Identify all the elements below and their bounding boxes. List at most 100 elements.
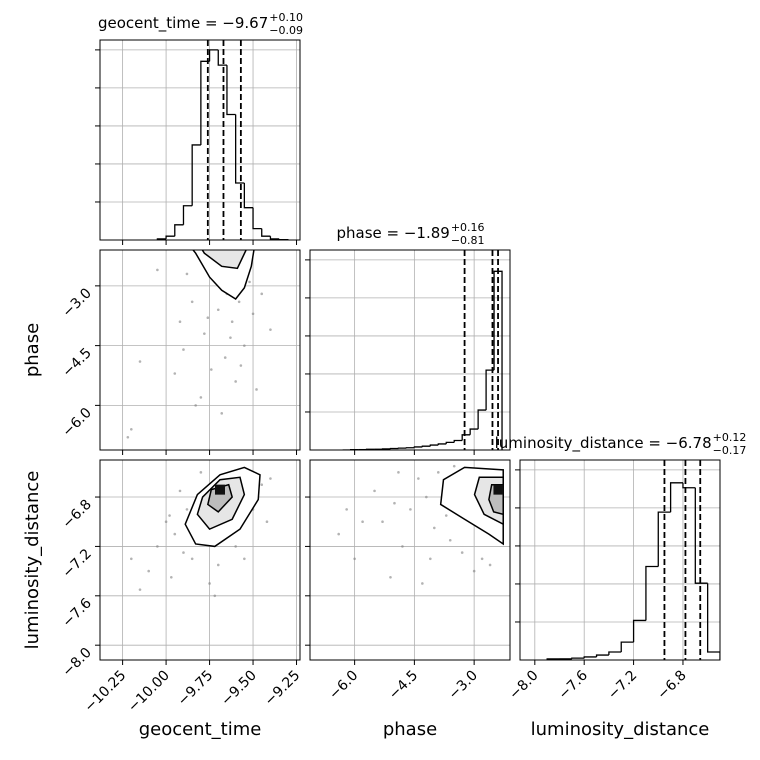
hist-step bbox=[571, 657, 585, 659]
x-tick-label: −3.0 bbox=[446, 668, 481, 703]
sample-point bbox=[239, 364, 243, 367]
sample-point bbox=[130, 557, 133, 561]
sample-point bbox=[185, 272, 189, 276]
sample-point bbox=[251, 312, 255, 316]
sample-point bbox=[260, 483, 264, 486]
hist-step bbox=[694, 487, 708, 584]
panel-frame bbox=[99, 249, 301, 451]
hist-step bbox=[485, 369, 495, 411]
sample-point bbox=[353, 557, 356, 561]
y-tick-label: −7.2 bbox=[59, 546, 94, 581]
x-axis-label: luminosity_distance bbox=[531, 719, 710, 740]
hist-step bbox=[461, 434, 471, 441]
x-tick-label: −7.2 bbox=[605, 668, 640, 703]
y-axis-label: phase bbox=[22, 323, 43, 377]
sample-point bbox=[243, 344, 246, 347]
hist-step bbox=[645, 565, 659, 621]
x-axis-label: geocent_time bbox=[139, 719, 262, 740]
x-tick-label: −10.00 bbox=[125, 668, 173, 716]
panel bbox=[100, 40, 300, 240]
hist-step bbox=[200, 60, 210, 145]
sample-point bbox=[243, 557, 246, 561]
hist-step bbox=[191, 144, 201, 206]
y-axis-label: luminosity_distance bbox=[22, 471, 43, 650]
panel-frame bbox=[99, 39, 301, 241]
panel-title: luminosity_distance = −6.78+0.12 −0.17 bbox=[495, 431, 747, 457]
sample-point bbox=[216, 308, 220, 312]
sample-point bbox=[448, 538, 452, 542]
x-tick-label: −10.25 bbox=[81, 668, 129, 716]
sample-point bbox=[210, 368, 213, 371]
sample-point bbox=[361, 520, 364, 524]
sample-point bbox=[248, 280, 251, 284]
hist-step bbox=[707, 583, 720, 660]
hist-step bbox=[421, 445, 431, 447]
sample-point bbox=[199, 396, 203, 399]
hist-step bbox=[261, 228, 271, 237]
y-tick-label: −4.5 bbox=[59, 345, 94, 380]
sample-point bbox=[452, 464, 456, 468]
hist-step bbox=[583, 656, 597, 659]
sample-point bbox=[265, 520, 269, 524]
panel-frame bbox=[309, 459, 511, 661]
hist-step bbox=[620, 641, 634, 653]
hist-step bbox=[217, 49, 227, 66]
panel bbox=[310, 460, 510, 660]
sample-point bbox=[126, 435, 130, 439]
sample-point bbox=[472, 569, 476, 573]
hist-step bbox=[182, 205, 193, 225]
sample-point bbox=[345, 508, 348, 511]
sample-point bbox=[488, 563, 492, 567]
sample-point bbox=[156, 268, 159, 272]
panel-frame bbox=[309, 249, 511, 451]
sample-point bbox=[190, 557, 194, 561]
sample-point bbox=[138, 588, 142, 591]
density-peak bbox=[493, 484, 504, 495]
hist-step bbox=[165, 235, 175, 239]
panel-title: phase = −1.89+0.16 −0.81 bbox=[336, 221, 484, 247]
y-tick-label: −6.8 bbox=[59, 497, 94, 532]
sample-point bbox=[397, 471, 400, 474]
x-tick-label: −9.75 bbox=[175, 668, 217, 710]
contour bbox=[206, 483, 234, 513]
hist-step bbox=[226, 65, 236, 116]
hist-step bbox=[477, 409, 487, 430]
sample-point bbox=[269, 328, 272, 331]
panel-title: geocent_time = −9.67+0.10 −0.09 bbox=[98, 11, 303, 37]
sample-point bbox=[156, 545, 159, 548]
y-tick-label: −6.0 bbox=[59, 405, 94, 440]
sample-point bbox=[381, 520, 384, 524]
sample-point bbox=[373, 489, 376, 493]
sample-point bbox=[480, 557, 484, 561]
contour bbox=[201, 250, 247, 270]
x-axis-label: phase bbox=[383, 719, 437, 740]
sample-point bbox=[173, 532, 177, 536]
sample-point bbox=[203, 332, 206, 335]
x-tick-label: −7.6 bbox=[556, 667, 591, 702]
title-text: luminosity_distance = −6.78 bbox=[495, 434, 712, 453]
x-tick-label: −6.8 bbox=[654, 668, 689, 703]
hist-step bbox=[445, 441, 455, 444]
title-upper: +0.10 bbox=[269, 11, 303, 24]
sample-point bbox=[429, 557, 432, 561]
sample-point bbox=[170, 575, 173, 579]
title-text: phase = −1.89 bbox=[336, 224, 449, 242]
sample-point bbox=[269, 477, 272, 480]
sample-point bbox=[229, 336, 232, 339]
sample-point bbox=[433, 526, 436, 530]
x-tick-label: −8.0 bbox=[506, 668, 541, 703]
sample-point bbox=[199, 471, 203, 474]
title-lower: −0.17 bbox=[713, 444, 747, 457]
sample-point bbox=[421, 582, 424, 585]
sample-point bbox=[190, 300, 194, 304]
sample-point bbox=[234, 380, 237, 383]
sample-point bbox=[173, 372, 177, 375]
x-tick-label: −9.50 bbox=[218, 668, 260, 710]
sample-point bbox=[337, 532, 340, 536]
hist-step bbox=[469, 428, 479, 435]
hist-step bbox=[429, 444, 439, 447]
y-tick-label: −3.0 bbox=[59, 285, 94, 320]
hist-step bbox=[437, 443, 447, 446]
sample-point bbox=[401, 545, 404, 548]
sample-point bbox=[393, 501, 396, 505]
